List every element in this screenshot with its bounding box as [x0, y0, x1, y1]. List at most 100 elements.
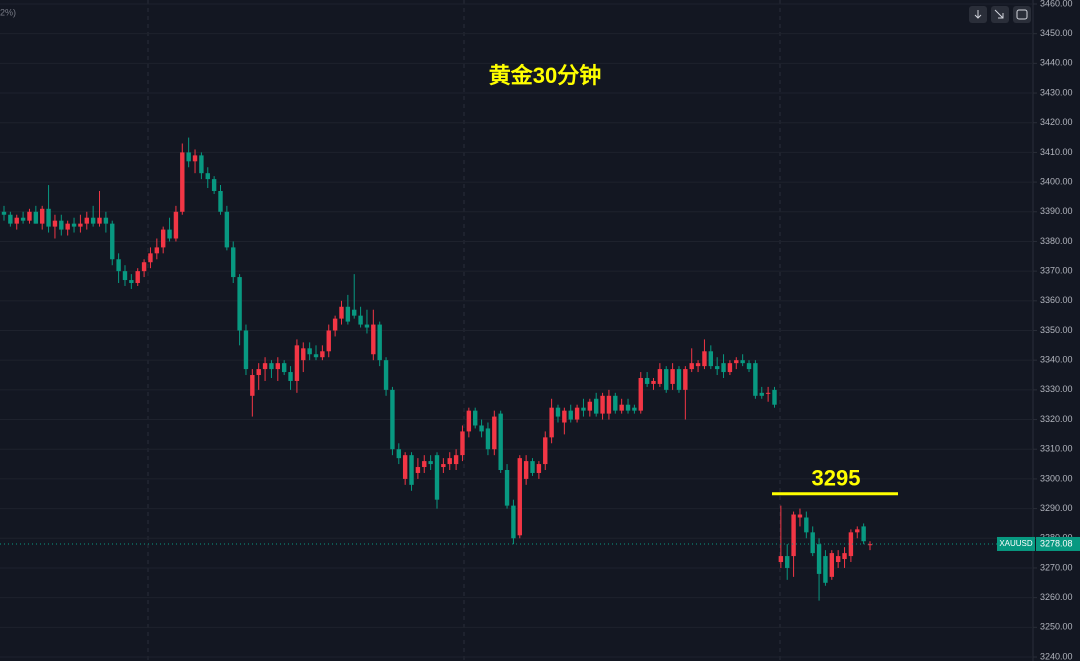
candle-body [211, 179, 217, 191]
candle-body [517, 458, 522, 536]
y-tick-label: 3240.00 [1040, 651, 1073, 661]
candle-body [555, 407, 561, 417]
candle-body [861, 526, 866, 542]
candle-body [237, 277, 242, 331]
candle-body [192, 155, 198, 162]
candle-body [543, 437, 548, 465]
candle-body [396, 449, 401, 459]
candle-body [14, 217, 19, 224]
candle-body [27, 211, 32, 221]
candle-body [536, 464, 542, 473]
candle-body [765, 392, 771, 394]
candle-body [746, 363, 752, 370]
candle-body [670, 369, 675, 384]
candle-body [619, 404, 624, 411]
candle-body [479, 425, 484, 432]
button[interactable] [1013, 6, 1031, 23]
candle-body [377, 324, 382, 361]
candle-body [447, 458, 452, 465]
candle-body [530, 461, 535, 473]
candle-body [1, 211, 7, 215]
candle-body [842, 553, 847, 560]
y-tick-label: 3380.00 [1040, 236, 1073, 246]
y-tick-label: 3270.00 [1040, 562, 1073, 572]
candle-body [593, 398, 599, 414]
candle-body [301, 348, 306, 361]
candle-body [250, 375, 255, 396]
candle-body [364, 324, 370, 328]
candle-body [791, 514, 796, 557]
candle-body [867, 544, 873, 546]
candle-body [441, 464, 446, 468]
candle-body [326, 330, 331, 352]
candle-body [40, 208, 45, 224]
candle-body [320, 351, 325, 358]
candle-body [33, 211, 39, 224]
candle-body [160, 229, 166, 248]
candle-body [676, 369, 682, 390]
candle-body [97, 217, 102, 224]
candle-body [664, 369, 669, 390]
candle-body [231, 247, 236, 278]
candle-body [549, 407, 554, 438]
candle-body [52, 220, 58, 227]
last-price-tag [997, 536, 1035, 551]
candle-body [110, 223, 115, 260]
candle-body [186, 152, 191, 162]
y-tick-label: 3310.00 [1040, 444, 1073, 454]
candle-body [434, 455, 440, 500]
candle-body [135, 271, 140, 284]
y-tick-label: 3330.00 [1040, 384, 1073, 394]
candle-body [84, 217, 89, 224]
candle-body [20, 217, 26, 221]
candle-body [453, 455, 459, 465]
candle-body [199, 155, 204, 174]
candle-body [148, 253, 153, 263]
candle-body [523, 461, 529, 479]
candle-body [71, 223, 77, 227]
candle-body [218, 190, 223, 212]
candle-body [288, 372, 293, 381]
candle-body [59, 220, 64, 230]
candle-body [339, 306, 344, 319]
candle-body [383, 360, 389, 390]
candle-body [262, 363, 268, 370]
y-tick-label: 3320.00 [1040, 414, 1073, 424]
candle-body [485, 428, 491, 450]
candle-body [804, 517, 809, 533]
icon [994, 9, 1004, 19]
candle-body [574, 407, 580, 420]
candle-body [644, 377, 650, 384]
toolbar [969, 6, 1031, 23]
candle-body [511, 505, 516, 539]
candle-body [600, 395, 605, 414]
candle-body [625, 404, 631, 411]
candle-body [816, 544, 822, 574]
candle-body [460, 431, 465, 456]
candle-body [307, 348, 312, 355]
y-tick-label: 3390.00 [1040, 206, 1073, 216]
y-tick-label: 3370.00 [1040, 266, 1073, 276]
icon [1016, 9, 1028, 20]
candle-body [390, 389, 395, 450]
candle-body [415, 467, 421, 473]
corner-text: 2%) [0, 7, 16, 17]
candle-body [256, 369, 261, 376]
icon [974, 10, 982, 19]
candle-body [154, 247, 160, 254]
candle-body [855, 529, 860, 533]
candle-body [205, 173, 210, 180]
candle-body [281, 363, 287, 373]
y-tick-label: 3460.00 [1040, 0, 1073, 8]
candle-body [173, 211, 179, 239]
candle-body [778, 556, 784, 563]
candle-body [371, 324, 376, 355]
candle-body [129, 280, 134, 284]
y-tick-label: 3340.00 [1040, 355, 1073, 365]
candle-body [638, 377, 643, 411]
candle-body [358, 315, 363, 325]
candle-body [829, 553, 834, 577]
y-tick-label: 3450.00 [1040, 28, 1073, 38]
